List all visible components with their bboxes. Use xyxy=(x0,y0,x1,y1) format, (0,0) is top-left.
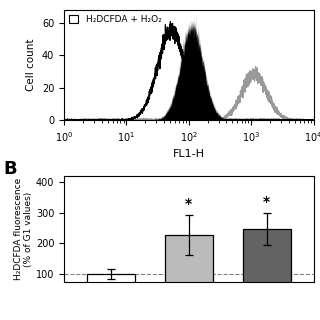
Bar xyxy=(243,229,291,305)
Legend: H₂DCFDA + H₂O₂: H₂DCFDA + H₂O₂ xyxy=(68,14,162,25)
Text: *: * xyxy=(185,197,192,211)
X-axis label: FL1-H: FL1-H xyxy=(173,149,205,159)
Y-axis label: H₂DCFDA fluorescence
(% of G1 values): H₂DCFDA fluorescence (% of G1 values) xyxy=(13,178,33,280)
Text: *: * xyxy=(263,195,270,209)
Text: B: B xyxy=(3,160,17,178)
Bar xyxy=(164,235,213,305)
Y-axis label: Cell count: Cell count xyxy=(26,39,36,91)
Bar xyxy=(87,274,135,305)
